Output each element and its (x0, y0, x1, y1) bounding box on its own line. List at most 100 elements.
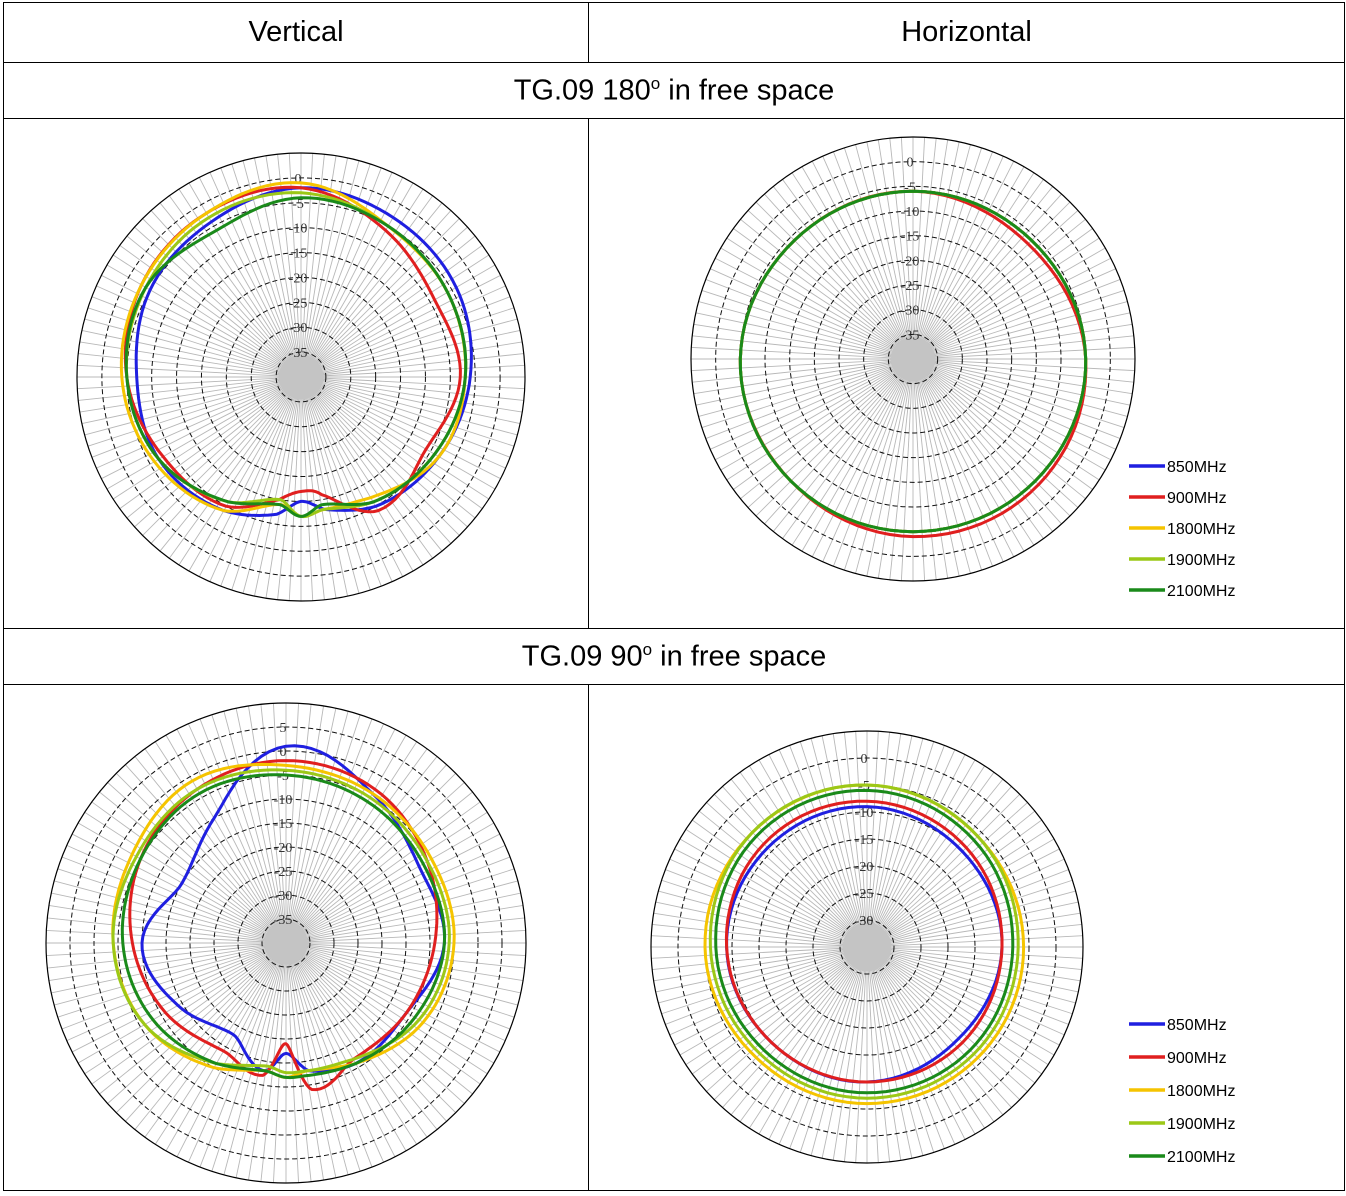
radial-spoke (81, 376, 302, 425)
radial-spoke (300, 376, 382, 587)
radial-spoke (912, 210, 1079, 360)
radial-tick-label: -20 (901, 254, 920, 269)
radial-spoke (855, 358, 914, 574)
radial-spoke (300, 376, 524, 401)
radial-spoke (877, 358, 914, 579)
radial-spoke (300, 376, 349, 597)
radial-spoke (46, 929, 287, 944)
radial-spoke (300, 376, 523, 413)
grid-ring (715, 161, 1111, 557)
radial-spoke (188, 182, 302, 378)
radial-spoke (126, 376, 302, 519)
radial-spoke (912, 358, 1079, 508)
radial-tick-label: -25 (289, 296, 308, 311)
radial-spoke (693, 358, 914, 395)
radial-spoke (209, 376, 302, 582)
radial-spoke (178, 376, 302, 566)
radial-spoke (285, 942, 488, 1075)
radial-spoke (755, 358, 914, 517)
radial-spoke (285, 708, 337, 944)
radial-spoke (253, 376, 302, 597)
radial-spoke (265, 376, 302, 599)
radial-tick-label: -5 (292, 197, 304, 212)
radial-spoke (96, 285, 302, 378)
radial-spoke (912, 257, 1112, 360)
radial-spoke (300, 341, 523, 378)
radial-spoke (300, 376, 518, 436)
radial-spoke (778, 749, 868, 948)
radial-spoke (285, 942, 518, 1006)
radial-spoke (701, 289, 914, 360)
radial-spoke (300, 307, 515, 378)
radial-spoke (101, 376, 302, 480)
radial-spoke (300, 376, 506, 469)
radial-spoke (733, 358, 914, 490)
radial-spoke (705, 279, 914, 360)
series-line-1900MHz (708, 783, 1020, 1100)
radial-spoke (912, 144, 971, 360)
radial-spoke (300, 376, 360, 594)
radial-spoke (300, 376, 521, 425)
radial-spoke (99, 942, 287, 1095)
grid-ring (237, 894, 335, 992)
radial-spoke (242, 376, 302, 594)
radial-spoke (300, 376, 452, 544)
radial-spoke (300, 376, 325, 600)
radial-spoke (912, 147, 983, 360)
radial-spoke (912, 312, 1131, 360)
radial-spoke (866, 741, 935, 948)
radial-spoke (150, 376, 302, 544)
grid-ring (677, 757, 1057, 1137)
radial-spoke (912, 201, 1071, 360)
radial-spoke (285, 844, 506, 944)
radial-spoke (912, 138, 937, 360)
radial-spoke (165, 734, 287, 944)
radial-spoke (300, 376, 501, 480)
radial-spoke (726, 358, 914, 481)
radial-spoke (791, 358, 914, 546)
radial-spoke (912, 358, 1054, 532)
legend-label: 900MHz (1167, 1050, 1227, 1067)
polar-chart-90-horizontal: 0-5-10-15-20-25-30850MHz900MHz1800MHz190… (650, 730, 1235, 1166)
radial-spoke (739, 946, 868, 1123)
radial-spoke (912, 358, 1112, 461)
radial-spoke (285, 917, 525, 944)
vertical-header: Vertical (3, 2, 589, 63)
radial-spoke (300, 376, 496, 490)
radial-spoke (300, 226, 468, 378)
radial-spoke (912, 228, 1093, 360)
legend-label: 850MHz (1167, 1017, 1227, 1034)
radial-spoke (47, 917, 287, 944)
radial-spoke (912, 358, 1015, 558)
radial-tick-label: -30 (901, 304, 920, 319)
radial-spokes (691, 137, 1135, 581)
radial-spoke (748, 946, 868, 1129)
radial-tick-label: -10 (855, 806, 874, 821)
radial-spoke (231, 163, 302, 378)
radial-tick-label: 0 (861, 752, 868, 767)
radial-spoke (106, 264, 302, 378)
radial-spoke (740, 358, 914, 500)
radial-spoke (866, 946, 995, 1123)
legend-label: 2100MHz (1167, 1149, 1235, 1166)
radial-spoke (710, 268, 914, 360)
radial-spoke (248, 942, 287, 1181)
radial-spoke (91, 376, 302, 458)
radial-spoke (866, 946, 924, 1156)
legend-label: 2100MHz (1167, 583, 1235, 600)
radial-spoke (912, 156, 1004, 360)
radial-spoke (866, 946, 1049, 1066)
grid-ring (261, 918, 311, 968)
radial-spoke (866, 732, 891, 948)
legend-label: 1900MHz (1167, 552, 1235, 569)
radial-spoke (77, 376, 302, 390)
radial-spoke (300, 202, 443, 378)
radial-spoke (78, 376, 302, 401)
radial-spoke (272, 703, 287, 944)
radial-tick-label: -5 (277, 769, 289, 784)
radial-spoke (178, 188, 302, 378)
radial-spoke (691, 946, 868, 1075)
legend-label: 1800MHz (1167, 1083, 1235, 1100)
radial-spoke (714, 358, 914, 461)
radial-spoke (710, 358, 914, 450)
